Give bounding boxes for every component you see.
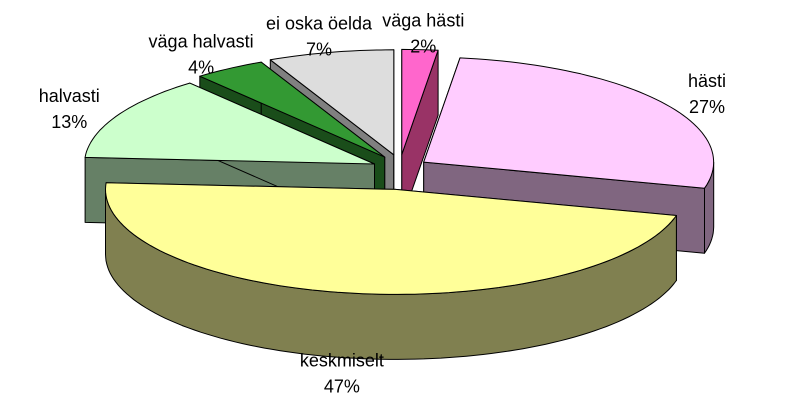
slice	[269, 49, 395, 156]
value-label: 7%	[306, 39, 332, 59]
slice-label: halvasti	[39, 86, 100, 106]
slice-label: hästi	[688, 71, 726, 91]
slice-label: väga hästi	[382, 10, 464, 30]
slice-label: ei oska öelda	[266, 13, 373, 33]
slice	[423, 57, 715, 189]
slice-label: väga halvasti	[149, 32, 254, 52]
value-label: 13%	[51, 112, 87, 132]
slice-label: keskmiselt	[300, 351, 384, 371]
slice	[199, 61, 386, 158]
value-label: 2%	[410, 36, 436, 56]
value-label: 4%	[188, 58, 214, 78]
value-label: 47%	[324, 377, 360, 397]
value-label: 27%	[689, 97, 725, 117]
slice	[84, 82, 375, 165]
slice	[401, 48, 439, 155]
slice	[105, 182, 677, 295]
